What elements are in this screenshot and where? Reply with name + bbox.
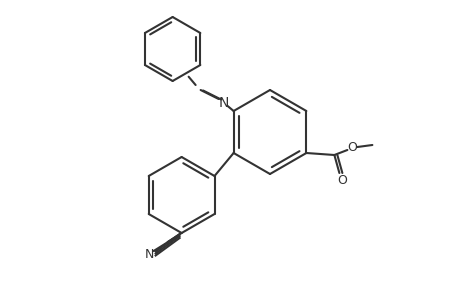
Text: O: O	[347, 140, 357, 154]
Text: N: N	[145, 248, 154, 260]
Text: N: N	[218, 96, 228, 110]
Text: O: O	[337, 173, 347, 187]
